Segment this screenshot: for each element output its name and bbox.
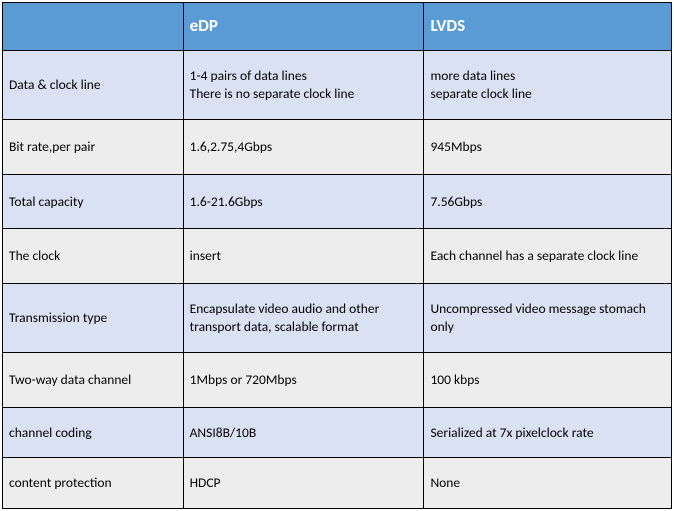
table-row: The clock insert Each channel has a sepa… bbox=[3, 229, 672, 284]
row-label: Two-way data channel bbox=[3, 352, 184, 407]
row-label: Bit rate,per pair bbox=[3, 119, 184, 174]
row-label: content protection bbox=[3, 458, 184, 509]
table-header-row: eDP LVDS bbox=[3, 3, 672, 51]
table-row: Data & clock line 1-4 pairs of data line… bbox=[3, 51, 672, 120]
cell-edp: 1.6,2.75,4Gbps bbox=[183, 119, 424, 174]
table-row: content protection HDCP None bbox=[3, 458, 672, 509]
header-blank bbox=[3, 3, 184, 51]
cell-lvds: 100 kbps bbox=[424, 352, 672, 407]
table-row: Total capacity 1.6-21.6Gbps 7.56Gbps bbox=[3, 174, 672, 229]
cell-lvds: Serialized at 7x pixelclock rate bbox=[424, 407, 672, 458]
cell-edp: 1-4 pairs of data linesThere is no separ… bbox=[183, 51, 424, 120]
cell-edp: ANSI8B/10B bbox=[183, 407, 424, 458]
cell-lvds: 945Mbps bbox=[424, 119, 672, 174]
row-label: Total capacity bbox=[3, 174, 184, 229]
row-label: The clock bbox=[3, 229, 184, 284]
row-label: channel coding bbox=[3, 407, 184, 458]
header-edp: eDP bbox=[183, 3, 424, 51]
cell-lvds: None bbox=[424, 458, 672, 509]
cell-edp: 1.6-21.6Gbps bbox=[183, 174, 424, 229]
cell-lvds: Each channel has a separate clock line bbox=[424, 229, 672, 284]
cell-lvds: Uncompressed video message stomach only bbox=[424, 284, 672, 353]
cell-lvds: more data linesseparate clock line bbox=[424, 51, 672, 120]
cell-edp: HDCP bbox=[183, 458, 424, 509]
row-label: Transmission type bbox=[3, 284, 184, 353]
cell-edp: Encapsulate video audio and other transp… bbox=[183, 284, 424, 353]
table-row: channel coding ANSI8B/10B Serialized at … bbox=[3, 407, 672, 458]
cell-edp: 1Mbps or 720Mbps bbox=[183, 352, 424, 407]
row-label: Data & clock line bbox=[3, 51, 184, 120]
table-body: Data & clock line 1-4 pairs of data line… bbox=[3, 51, 672, 509]
table-row: Transmission type Encapsulate video audi… bbox=[3, 284, 672, 353]
header-lvds: LVDS bbox=[424, 3, 672, 51]
cell-edp: insert bbox=[183, 229, 424, 284]
comparison-table: eDP LVDS Data & clock line 1-4 pairs of … bbox=[2, 2, 672, 509]
table-row: Bit rate,per pair 1.6,2.75,4Gbps 945Mbps bbox=[3, 119, 672, 174]
table-row: Two-way data channel 1Mbps or 720Mbps 10… bbox=[3, 352, 672, 407]
cell-lvds: 7.56Gbps bbox=[424, 174, 672, 229]
